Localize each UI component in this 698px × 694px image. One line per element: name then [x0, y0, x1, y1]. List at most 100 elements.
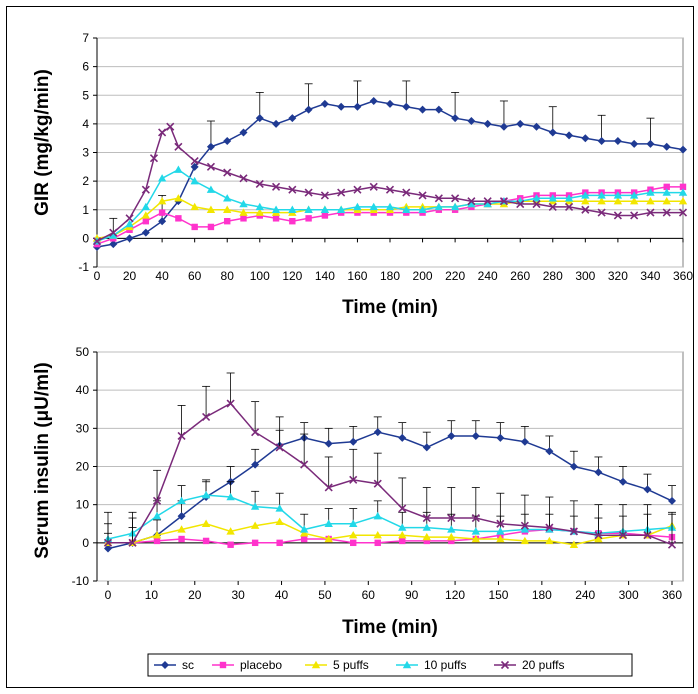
insulin-point-p20 — [103, 538, 113, 547]
gir-point-sc — [499, 122, 508, 131]
gir-point-p10 — [336, 205, 346, 213]
gir-point-p10 — [320, 205, 330, 213]
gir-point-p5 — [662, 196, 671, 205]
gir-point-sc — [483, 119, 492, 128]
gir-point-p10 — [418, 205, 427, 213]
gir-point-sc — [272, 119, 281, 128]
insulin-point-p20 — [226, 399, 235, 408]
insulin-point-placebo — [423, 537, 430, 545]
insulin-point-sc — [177, 512, 186, 521]
gir-x-tick-label: 280 — [543, 269, 563, 283]
insulin-point-p10 — [177, 496, 186, 505]
gir-point-placebo — [305, 215, 312, 222]
gir-point-p20 — [532, 199, 541, 209]
insulin-point-p10 — [226, 492, 235, 501]
gir-point-p10 — [157, 174, 167, 182]
legend-item-placebo: placebo — [212, 658, 282, 672]
gir-point-placebo — [207, 223, 215, 231]
insulin-point-p20 — [152, 496, 162, 505]
gir-point-p5 — [239, 208, 248, 216]
insulin-point-sc — [471, 431, 480, 440]
gir-x-tick-label: 60 — [188, 269, 202, 283]
legend-swatch-marker — [311, 660, 321, 669]
insulin-point-placebo — [399, 537, 406, 545]
insulin-x-tick-label: 360 — [662, 588, 682, 602]
insulin-point-p5 — [496, 534, 505, 543]
insulin-point-p5 — [349, 531, 358, 539]
insulin-point-p5 — [152, 531, 162, 539]
gir-x-tick-label: 240 — [478, 269, 498, 283]
gir-point-sc — [304, 105, 313, 114]
gir-x-tick-label: 20 — [123, 269, 137, 283]
legend-label: 5 puffs — [333, 658, 369, 672]
insulin-line-p5 — [108, 521, 673, 546]
insulin-point-p5 — [275, 517, 284, 526]
gir-point-placebo — [191, 223, 198, 231]
insulin-x-tick-label: 10 — [145, 588, 159, 602]
gir-point-sc — [630, 139, 639, 148]
gir-point-p20 — [613, 211, 622, 220]
gir-point-sc — [402, 102, 411, 111]
gir-point-p10 — [223, 194, 232, 202]
legend-label: 10 puffs — [424, 658, 466, 672]
insulin-y-tick-label: 0 — [82, 536, 89, 550]
gir-point-p10 — [369, 202, 378, 211]
gir-point-p10 — [125, 219, 134, 228]
insulin-point-p20 — [398, 504, 407, 513]
gir-y-tick-label: 0 — [82, 231, 89, 245]
gir-point-p20 — [564, 202, 574, 211]
insulin-point-sc — [373, 428, 382, 437]
gir-point-p5 — [581, 196, 590, 205]
gir-point-placebo — [158, 209, 166, 216]
insulin-point-p20 — [545, 523, 554, 532]
gir-point-sc — [662, 142, 671, 151]
gir-point-p20 — [483, 197, 492, 206]
gir-point-p10 — [564, 194, 574, 202]
insulin-x-tick-label: 240 — [575, 588, 595, 602]
gir-x-tick-label: 220 — [445, 269, 465, 283]
gir-point-p20 — [516, 199, 525, 209]
gir-point-sc — [320, 99, 329, 108]
gir-point-p20 — [166, 122, 175, 131]
gir-point-sc — [597, 137, 606, 146]
insulin-point-p10 — [373, 511, 382, 520]
insulin-point-p20 — [447, 513, 456, 523]
gir-x-tick-label: 360 — [673, 269, 693, 283]
gir-point-sc — [288, 114, 297, 123]
insulin-point-sc — [496, 433, 505, 442]
gir-point-p5 — [678, 196, 688, 205]
insulin-y-tick-label: 50 — [76, 345, 90, 359]
gir-y-tick-label: -1 — [78, 260, 89, 274]
gir-point-p5 — [255, 208, 264, 216]
gir-point-p10 — [646, 188, 655, 196]
gir-point-p20 — [369, 182, 378, 191]
legend-label: placebo — [240, 658, 282, 672]
gir-point-sc — [532, 122, 541, 131]
gir-point-p5 — [141, 211, 151, 219]
gir-point-p20 — [125, 214, 134, 223]
insulin-point-p10 — [471, 527, 481, 535]
insulin-x-tick-label: 0 — [105, 588, 112, 602]
insulin-x-tick-label: 40 — [275, 588, 289, 602]
gir-series-p20 — [92, 122, 688, 246]
insulin-point-p20 — [471, 513, 480, 523]
gir-point-p10 — [109, 231, 118, 239]
gir-point-p10 — [434, 202, 444, 211]
gir-point-p20 — [158, 128, 167, 137]
insulin-point-p5 — [545, 536, 554, 545]
insulin-x-axis-title: Time (min) — [342, 617, 438, 638]
gir-x-tick-label: 140 — [315, 269, 335, 283]
gir-point-p20 — [630, 211, 639, 220]
gir-x-tick-label: 260 — [510, 269, 530, 283]
gir-point-sc — [565, 131, 574, 140]
insulin-x-tick-label: 180 — [532, 588, 552, 602]
gir-x-tick-label: 300 — [575, 269, 595, 283]
insulin-line-sc — [107, 431, 673, 550]
gir-x-tick-label: 100 — [250, 269, 270, 283]
insulin-line-p20 — [108, 402, 673, 546]
gir-point-sc — [434, 105, 443, 114]
insulin-point-p20 — [177, 431, 186, 441]
gir-x-tick-label: 200 — [413, 269, 433, 283]
insulin-point-p20 — [128, 538, 137, 547]
gir-point-sc — [353, 102, 362, 111]
